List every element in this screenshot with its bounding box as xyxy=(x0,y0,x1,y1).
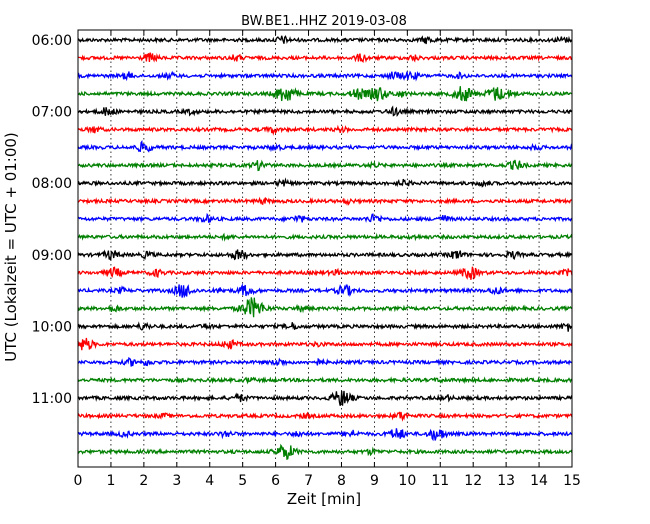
seismogram-trace xyxy=(77,249,573,261)
x-tick-label: 6 xyxy=(271,473,280,489)
chart-title: BW.BE1..HHZ 2019-03-08 xyxy=(241,14,407,29)
y-tick-label: 08:00 xyxy=(32,176,72,192)
y-tick-label: 11:00 xyxy=(32,391,72,407)
y-tick-label: 10:00 xyxy=(32,319,72,335)
x-tick-label: 2 xyxy=(139,473,148,489)
seismogram-trace xyxy=(77,177,573,188)
x-tick-label: 14 xyxy=(530,473,548,489)
seismogram-trace xyxy=(77,428,573,442)
y-axis-label: UTC (Lokalzeit = UTC + 01:00) xyxy=(2,132,20,362)
x-tick-label: 1 xyxy=(106,473,115,489)
seismogram-trace xyxy=(77,282,573,299)
seismogram-trace xyxy=(77,337,573,351)
x-tick-label: 13 xyxy=(497,473,515,489)
seismogram-trace xyxy=(77,70,573,82)
seismogram-trace xyxy=(77,159,573,172)
seismogram-trace xyxy=(77,86,573,102)
x-tick-label: 10 xyxy=(398,473,416,489)
x-tick-label: 15 xyxy=(563,473,581,489)
seismogram-trace xyxy=(77,212,573,224)
x-tick-label: 12 xyxy=(464,473,482,489)
x-tick-label: 3 xyxy=(172,473,181,489)
y-tick-label: 06:00 xyxy=(32,33,72,49)
grid-layer xyxy=(110,30,540,467)
y-tick-label: 07:00 xyxy=(32,105,72,121)
seismogram-trace xyxy=(77,35,573,45)
x-tick-label: 4 xyxy=(205,473,214,489)
seismogram-trace xyxy=(77,140,573,153)
seismogram-trace xyxy=(78,390,573,406)
x-tick-label: 9 xyxy=(370,473,379,489)
x-tick-label: 0 xyxy=(74,473,83,489)
trace-layer xyxy=(77,35,573,461)
seismogram-trace xyxy=(77,297,573,318)
seismogram-trace xyxy=(77,196,573,206)
axes-layer: 0 1 2 3 4 5 6 7 8 9 10 11 12 13 14 1506:0007:0008:0009:… xyxy=(32,29,581,489)
plot-frame xyxy=(77,29,573,468)
seismogram-trace xyxy=(77,52,573,64)
x-tick-label: 8 xyxy=(337,473,346,489)
seismogram-trace xyxy=(77,266,573,280)
seismogram-trace xyxy=(77,124,573,136)
x-tick-label: 7 xyxy=(304,473,313,489)
x-axis-label: Zeit [min] xyxy=(287,490,361,508)
x-tick-label: 5 xyxy=(238,473,247,489)
x-tick-label: 11 xyxy=(431,473,449,489)
seismogram-trace xyxy=(77,443,573,461)
seismogram-trace xyxy=(77,411,573,422)
seismogram-trace xyxy=(77,232,573,242)
seismogram-trace xyxy=(77,376,573,385)
seismogram-trace xyxy=(77,105,573,118)
seismogram-trace xyxy=(77,356,573,367)
y-tick-label: 09:00 xyxy=(32,248,72,264)
seismogram-trace xyxy=(77,321,573,332)
